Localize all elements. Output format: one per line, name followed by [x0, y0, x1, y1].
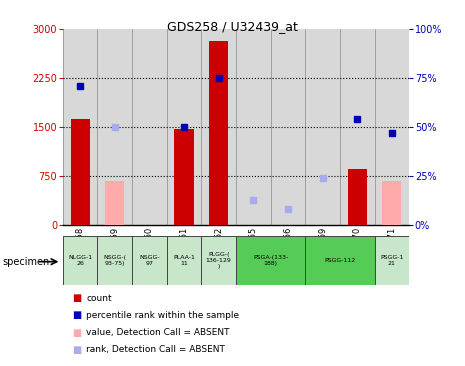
Bar — [105, 181, 124, 225]
Bar — [382, 182, 401, 225]
Bar — [201, 236, 236, 285]
Bar — [166, 29, 201, 225]
Text: specimen: specimen — [2, 257, 50, 267]
Bar — [98, 29, 132, 225]
Text: value, Detection Call = ABSENT: value, Detection Call = ABSENT — [86, 328, 230, 337]
Bar — [209, 41, 228, 225]
Text: percentile rank within the sample: percentile rank within the sample — [86, 311, 239, 320]
Bar — [167, 236, 201, 285]
Text: NSGG-(
93-75): NSGG-( 93-75) — [103, 255, 126, 266]
Text: ■: ■ — [72, 293, 81, 303]
Text: NSGG-
97: NSGG- 97 — [139, 255, 159, 266]
Bar — [98, 236, 132, 285]
Bar — [375, 236, 409, 285]
Bar — [63, 236, 98, 285]
Bar — [201, 29, 236, 225]
Bar — [271, 29, 305, 225]
Text: ■: ■ — [72, 345, 81, 355]
Bar — [132, 29, 166, 225]
Text: PLGG-(
136-129
): PLGG-( 136-129 ) — [206, 253, 232, 269]
Text: rank, Detection Call = ABSENT: rank, Detection Call = ABSENT — [86, 346, 225, 354]
Text: PLAA-1
11: PLAA-1 11 — [173, 255, 195, 266]
Text: PSGA-(133-
188): PSGA-(133- 188) — [253, 255, 288, 266]
Bar — [305, 29, 340, 225]
Text: PSGG-1
21: PSGG-1 21 — [380, 255, 404, 266]
Text: GDS258 / U32439_at: GDS258 / U32439_at — [167, 20, 298, 33]
Bar — [236, 29, 271, 225]
Bar — [374, 29, 409, 225]
Bar — [305, 236, 375, 285]
Bar — [348, 169, 367, 225]
Bar — [132, 236, 166, 285]
Text: ■: ■ — [72, 310, 81, 321]
Bar — [63, 29, 98, 225]
Bar — [174, 129, 193, 225]
Bar — [340, 29, 374, 225]
Bar — [236, 236, 305, 285]
Text: PSGG-112: PSGG-112 — [324, 258, 356, 263]
Text: NLGG-1
26: NLGG-1 26 — [68, 255, 92, 266]
Text: count: count — [86, 294, 112, 303]
Text: ■: ■ — [72, 328, 81, 338]
Bar — [71, 119, 90, 225]
